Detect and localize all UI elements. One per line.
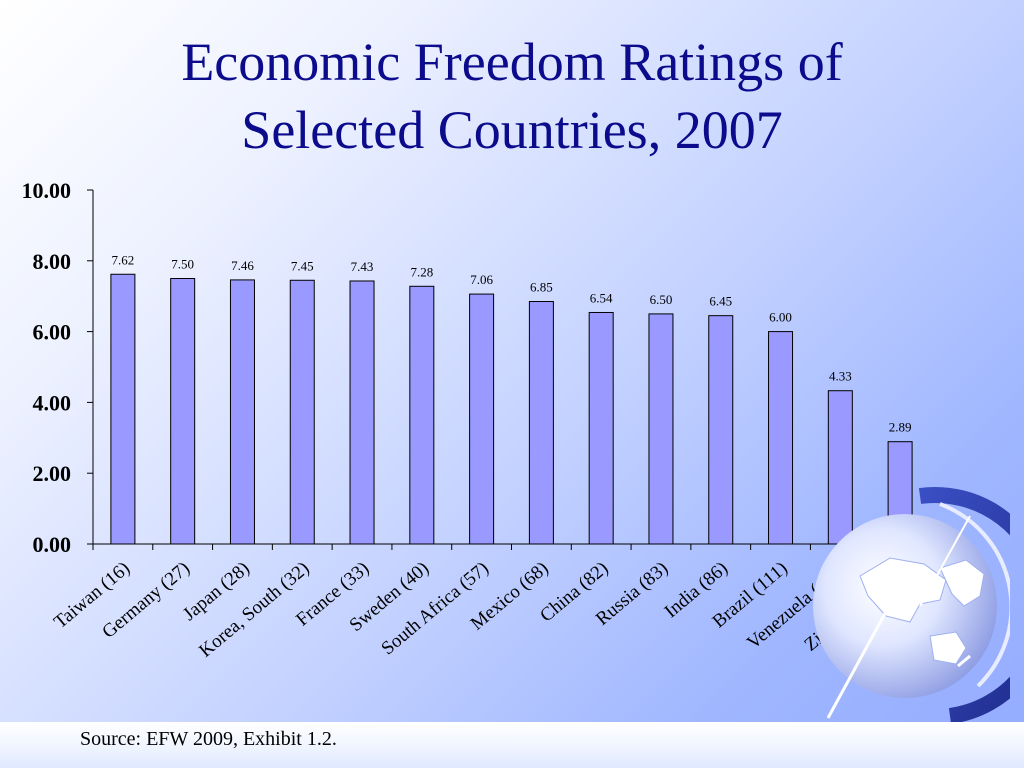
bar: [409, 285, 435, 545]
chart-bars: [110, 273, 913, 545]
data-label: 4.33: [829, 369, 852, 384]
bar: [648, 313, 674, 545]
bar: [229, 279, 255, 545]
data-label: 7.06: [470, 272, 493, 287]
x-tick-label: South Africa (57): [377, 558, 492, 660]
bar: [289, 279, 315, 545]
chart-axes: 0.00 2.00 4.00 6.00 8.00 10.00: [22, 178, 931, 557]
y-tick-label: 4.00: [33, 390, 72, 415]
source-note: Source: EFW 2009, Exhibit 1.2.: [80, 728, 337, 750]
bar: [469, 293, 495, 545]
data-label: 7.43: [351, 259, 374, 274]
bar: [528, 301, 554, 545]
y-tick-label: 0.00: [33, 532, 72, 557]
title-line-1: Economic Freedom Ratings of: [181, 32, 843, 92]
y-tick-label: 6.00: [33, 320, 72, 345]
data-label: 7.62: [112, 252, 135, 267]
data-label: 7.28: [410, 264, 433, 279]
data-label: 7.45: [291, 258, 314, 273]
bar: [170, 278, 196, 545]
footer-bar: [0, 722, 1024, 768]
bar: [588, 311, 614, 545]
bar: [349, 280, 375, 545]
x-tick-label: Korea, South (32): [195, 558, 313, 662]
globe-icon: [813, 487, 1010, 724]
data-label: 6.50: [650, 292, 673, 307]
y-tick-label: 8.00: [33, 249, 72, 274]
bar: [110, 273, 136, 545]
data-label: 6.54: [590, 290, 613, 305]
y-tick-label: 2.00: [33, 461, 72, 486]
data-label: 6.85: [530, 280, 553, 295]
bar: [708, 315, 734, 545]
slide-title: Economic Freedom Ratings of Selected Cou…: [0, 28, 1024, 164]
title-line-2: Selected Countries, 2007: [241, 100, 783, 160]
data-label: 2.89: [889, 420, 912, 435]
data-label: 7.46: [231, 258, 254, 273]
data-label: 6.00: [769, 310, 792, 325]
y-tick-label: 10.00: [22, 178, 72, 203]
bar: [768, 331, 794, 545]
data-label: 6.45: [709, 294, 732, 309]
data-label: 7.50: [171, 257, 194, 272]
